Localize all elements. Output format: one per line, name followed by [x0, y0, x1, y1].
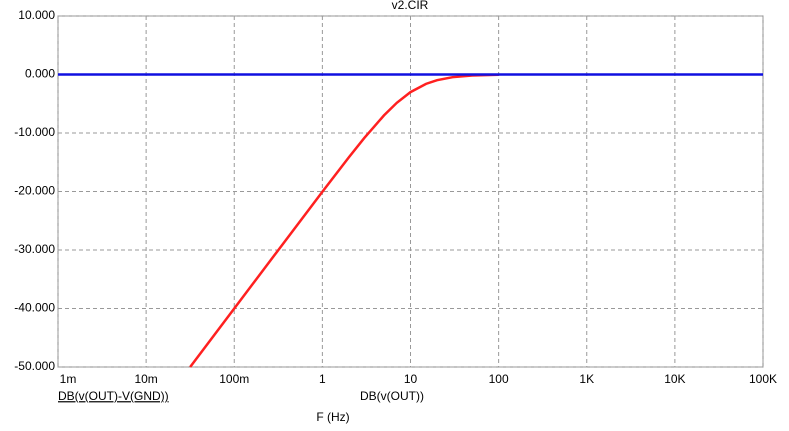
chart-title: v2.CIR: [392, 0, 429, 12]
x-tick-label: 100: [489, 372, 509, 386]
y-tick-label: -20.000: [14, 184, 55, 198]
x-tick-label: 10K: [664, 372, 685, 386]
x-tick-label: 10: [404, 372, 418, 386]
legend-entry: DB(v(OUT)-V(GND)): [58, 389, 169, 403]
x-tick-label: 100K: [749, 372, 777, 386]
x-tick-label: 1m: [60, 372, 77, 386]
y-tick-label: 0.000: [25, 67, 55, 81]
y-tick-label: -40.000: [14, 301, 55, 315]
x-axis-label: F (Hz): [316, 410, 349, 424]
y-tick-label: -50.000: [14, 359, 55, 373]
y-tick-label: -30.000: [14, 242, 55, 256]
legend-entry: DB(v(OUT)): [360, 389, 424, 403]
y-tick-label: 10.000: [18, 8, 55, 22]
x-tick-label: 100m: [219, 372, 249, 386]
x-tick-label: 10m: [134, 372, 157, 386]
x-tick-label: 1K: [579, 372, 594, 386]
x-tick-label: 1: [319, 372, 326, 386]
series-line: [189, 73, 499, 368]
y-tick-label: -10.000: [14, 125, 55, 139]
